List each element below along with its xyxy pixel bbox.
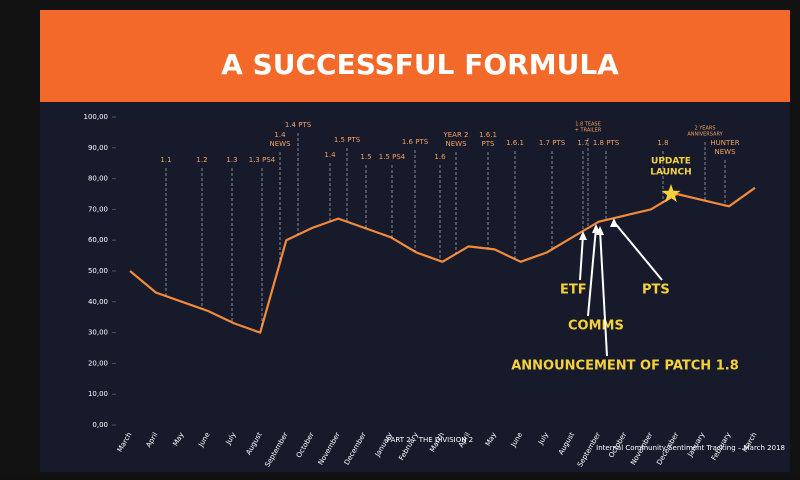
annotation-label: 1.5 PS4 <box>379 153 406 161</box>
annotation-label: 1.5 PTS <box>334 136 361 144</box>
annotation-label: 1.5 <box>360 153 371 161</box>
annotation-label: NEWS <box>269 140 291 148</box>
annotation-label: HUNTER <box>710 139 739 147</box>
y-tick-label: 30,00 <box>88 329 108 337</box>
chart-title: A SUCCESSFUL FORMULA <box>221 48 619 81</box>
annotation-label: 1.1 <box>160 156 171 164</box>
annotation-label: 1.6 <box>434 153 446 161</box>
annotation-label: 1.8 <box>657 139 668 147</box>
callout-arrow <box>613 221 663 281</box>
y-tick-label: 80,00 <box>88 175 108 183</box>
annotation-label: 1.7 <box>577 139 588 147</box>
annotation-label: 1.3 <box>226 156 237 164</box>
header-band <box>40 10 790 102</box>
annotation-label: 1.6.1 <box>506 139 524 147</box>
y-tick-label: 40,00 <box>88 298 108 306</box>
y-tick-label: 100,00 <box>84 113 109 121</box>
annotation-label: ANNIVERSARY <box>687 132 723 138</box>
annotation-label: 1.4 <box>324 151 336 159</box>
y-tick-label: 70,00 <box>88 205 108 213</box>
callout-label: COMMS <box>568 319 624 334</box>
annotation-label: 1.4 <box>274 131 286 139</box>
annotation-label: 1.8 PTS <box>593 139 620 147</box>
callout-arrow <box>599 229 608 357</box>
annotation-label: 1.7 PTS <box>539 139 566 147</box>
annotation-label: NEWS <box>714 148 736 156</box>
milestone-label: LAUNCH <box>650 168 691 178</box>
footer-right: Internal Community Sentiment Tracking – … <box>596 444 785 452</box>
callout-label: ANNOUNCEMENT OF PATCH 1.8 <box>511 359 739 374</box>
annotation-label: + TRAILER <box>575 128 602 134</box>
annotation-label: 1.8 TEASE <box>575 122 601 128</box>
annotation-label: 1.6.1 <box>479 131 497 139</box>
y-tick-label: 90,00 <box>88 144 108 152</box>
annotation-label: 1.3 PS4 <box>249 156 276 164</box>
y-tick-label: 10,00 <box>88 390 108 398</box>
y-tick-label: 20,00 <box>88 359 108 367</box>
callout-arrow <box>579 234 584 281</box>
milestone-star <box>661 184 681 203</box>
callout-arrowhead <box>596 226 604 235</box>
y-tick-label: 0,00 <box>92 421 108 429</box>
annotation-label: 1.2 <box>196 156 207 164</box>
y-tick-label: 60,00 <box>88 236 108 244</box>
callout-label: PTS <box>642 283 670 298</box>
annotation-label: 2 YEARS <box>694 126 715 132</box>
annotation-label: YEAR 2 <box>442 131 468 139</box>
sentiment-line <box>129 186 756 334</box>
annotation-label: 1.6 PTS <box>402 138 429 146</box>
annotation-label: PTS <box>482 140 495 148</box>
annotation-label: NEWS <box>445 140 467 148</box>
y-tick-label: 50,00 <box>88 267 108 275</box>
callout-label: ETF <box>560 283 587 298</box>
callout-arrowhead <box>610 218 618 227</box>
milestone-label: UPDATE <box>651 157 691 167</box>
callout-arrowhead <box>579 231 587 240</box>
annotation-label: 1.4 PTS <box>285 121 312 129</box>
footer-left: PART 2 – THE DIVISION 2 <box>387 436 473 444</box>
callout-arrow <box>587 227 597 317</box>
